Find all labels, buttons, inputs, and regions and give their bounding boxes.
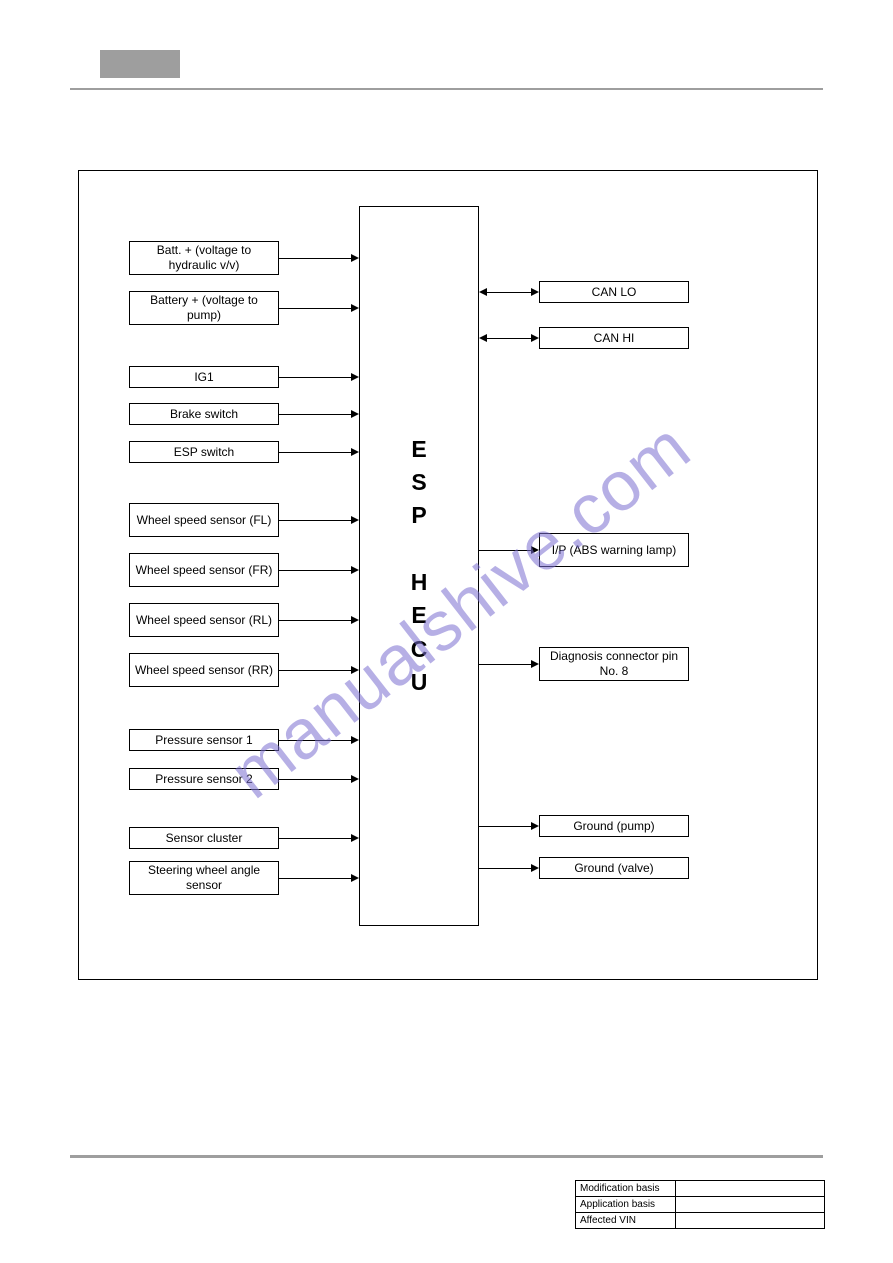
table-row: Application basis (576, 1197, 825, 1213)
arrow-head-icon (531, 822, 539, 830)
table-cell-label: Affected VIN (576, 1213, 676, 1229)
arrow-head-icon (351, 410, 359, 418)
arrow-head-icon (531, 546, 539, 554)
arrow-line (279, 878, 351, 879)
arrow-line (487, 292, 531, 293)
arrow-line (279, 258, 351, 259)
arrow-line (479, 868, 531, 869)
input-box: Wheel speed sensor (RL) (129, 603, 279, 637)
arrow-head-icon (351, 775, 359, 783)
output-box: CAN LO (539, 281, 689, 303)
arrow-head-icon (479, 334, 487, 342)
arrow-line (279, 377, 351, 378)
output-box: I/P (ABS warning lamp) (539, 533, 689, 567)
input-box: Sensor cluster (129, 827, 279, 849)
revision-table: Modification basisApplication basisAffec… (575, 1180, 825, 1229)
arrow-head-icon (351, 304, 359, 312)
input-box: IG1 (129, 366, 279, 388)
arrow-head-icon (351, 874, 359, 882)
esp-hecu-label: ESP HECU (411, 433, 428, 700)
input-box: Wheel speed sensor (FR) (129, 553, 279, 587)
header-grey-block (100, 50, 180, 78)
arrow-line (479, 826, 531, 827)
header-divider (70, 88, 823, 90)
arrow-head-icon (351, 373, 359, 381)
arrow-line (279, 670, 351, 671)
output-box: Ground (pump) (539, 815, 689, 837)
arrow-head-icon (351, 616, 359, 624)
arrow-line (279, 570, 351, 571)
table-cell-label: Modification basis (576, 1181, 676, 1197)
table-row: Affected VIN (576, 1213, 825, 1229)
arrow-head-icon (531, 864, 539, 872)
esp-hecu-block: ESP HECU (359, 206, 479, 926)
arrow-line (487, 338, 531, 339)
arrow-head-icon (351, 448, 359, 456)
arrow-line (479, 550, 531, 551)
table-cell-value (676, 1181, 825, 1197)
arrow-head-icon (351, 666, 359, 674)
arrow-line (279, 308, 351, 309)
arrow-head-icon (479, 288, 487, 296)
input-box: Batt. + (voltage to hydraulic v/v) (129, 241, 279, 275)
input-box: Battery + (voltage to pump) (129, 291, 279, 325)
table-row: Modification basis (576, 1181, 825, 1197)
table-cell-value (676, 1213, 825, 1229)
input-box: Steering wheel angle sensor (129, 861, 279, 895)
input-box: Brake switch (129, 403, 279, 425)
input-box: Pressure sensor 1 (129, 729, 279, 751)
arrow-head-icon (531, 660, 539, 668)
arrow-head-icon (351, 834, 359, 842)
arrow-head-icon (531, 288, 539, 296)
table-cell-value (676, 1197, 825, 1213)
input-box: Pressure sensor 2 (129, 768, 279, 790)
input-box: Wheel speed sensor (FL) (129, 503, 279, 537)
arrow-line (279, 740, 351, 741)
output-box: Diagnosis connector pin No. 8 (539, 647, 689, 681)
arrow-line (279, 838, 351, 839)
arrow-line (279, 452, 351, 453)
arrow-line (279, 779, 351, 780)
arrow-head-icon (351, 566, 359, 574)
table-cell-label: Application basis (576, 1197, 676, 1213)
arrow-line (279, 620, 351, 621)
arrow-line (279, 520, 351, 521)
arrow-line (479, 664, 531, 665)
arrow-head-icon (531, 334, 539, 342)
arrow-head-icon (351, 254, 359, 262)
arrow-head-icon (351, 736, 359, 744)
output-box: CAN HI (539, 327, 689, 349)
arrow-line (279, 414, 351, 415)
output-box: Ground (valve) (539, 857, 689, 879)
footer-divider (70, 1155, 823, 1158)
input-box: Wheel speed sensor (RR) (129, 653, 279, 687)
arrow-head-icon (351, 516, 359, 524)
input-box: ESP switch (129, 441, 279, 463)
diagram-frame: ESP HECU Batt. + (voltage to hydraulic v… (78, 170, 818, 980)
